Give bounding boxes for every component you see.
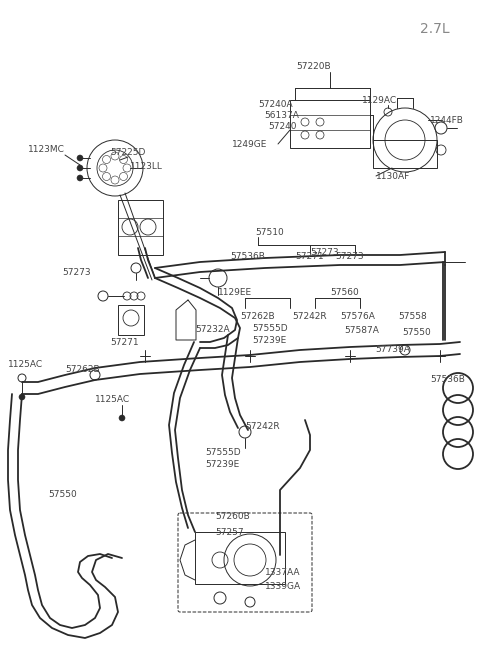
Text: 57242R: 57242R xyxy=(292,312,326,321)
Text: 57739A: 57739A xyxy=(375,345,410,354)
Bar xyxy=(195,532,285,584)
Bar xyxy=(118,305,144,335)
Text: 57510: 57510 xyxy=(255,228,284,237)
Text: 1339GA: 1339GA xyxy=(265,582,301,591)
Text: 57273: 57273 xyxy=(310,248,338,257)
Text: 57220B: 57220B xyxy=(296,62,331,71)
Bar xyxy=(373,140,437,168)
Text: 57262B: 57262B xyxy=(65,365,100,374)
Text: 57232A: 57232A xyxy=(195,325,229,334)
Text: 57271: 57271 xyxy=(110,338,139,347)
Text: 57260B: 57260B xyxy=(215,512,250,521)
Text: 1130AF: 1130AF xyxy=(376,172,410,181)
Text: 57273: 57273 xyxy=(335,252,364,261)
Circle shape xyxy=(77,175,83,181)
Text: 57536B: 57536B xyxy=(230,252,265,261)
Bar xyxy=(118,200,163,255)
Text: 1129AC: 1129AC xyxy=(362,96,397,105)
Text: 57555D: 57555D xyxy=(205,448,240,457)
Circle shape xyxy=(77,165,83,171)
Text: 57242R: 57242R xyxy=(245,422,280,431)
Text: 57262B: 57262B xyxy=(240,312,275,321)
Text: 57240: 57240 xyxy=(268,122,297,131)
Text: 57558: 57558 xyxy=(398,312,427,321)
Text: 57576A: 57576A xyxy=(340,312,375,321)
Circle shape xyxy=(119,415,125,421)
Text: 1337AA: 1337AA xyxy=(265,568,300,577)
Text: 56137A: 56137A xyxy=(264,111,299,120)
Text: 1123MC: 1123MC xyxy=(28,145,65,154)
Text: 57550: 57550 xyxy=(48,490,77,499)
Text: 57587A: 57587A xyxy=(344,326,379,335)
Text: 1244FB: 1244FB xyxy=(430,116,464,125)
Text: 57257: 57257 xyxy=(215,528,244,537)
Circle shape xyxy=(77,155,83,161)
Text: 57273: 57273 xyxy=(62,268,91,277)
Text: 57240A: 57240A xyxy=(258,100,293,109)
Text: 1125AC: 1125AC xyxy=(95,395,130,404)
Text: 1129EE: 1129EE xyxy=(218,288,252,297)
Text: 1249GE: 1249GE xyxy=(232,140,267,149)
Text: 57239E: 57239E xyxy=(252,336,286,345)
Text: 57225D: 57225D xyxy=(110,148,145,157)
Circle shape xyxy=(19,394,25,400)
Text: 2.7L: 2.7L xyxy=(420,22,450,36)
Text: 57536B: 57536B xyxy=(430,375,465,384)
Text: 57271: 57271 xyxy=(295,252,324,261)
Text: 57555D: 57555D xyxy=(252,324,288,333)
Text: 57550: 57550 xyxy=(402,328,431,337)
Bar xyxy=(290,100,370,148)
Text: 57560: 57560 xyxy=(330,288,359,297)
Text: 57239E: 57239E xyxy=(205,460,239,469)
Text: 1123LL: 1123LL xyxy=(130,162,163,171)
Text: 1125AC: 1125AC xyxy=(8,360,43,369)
